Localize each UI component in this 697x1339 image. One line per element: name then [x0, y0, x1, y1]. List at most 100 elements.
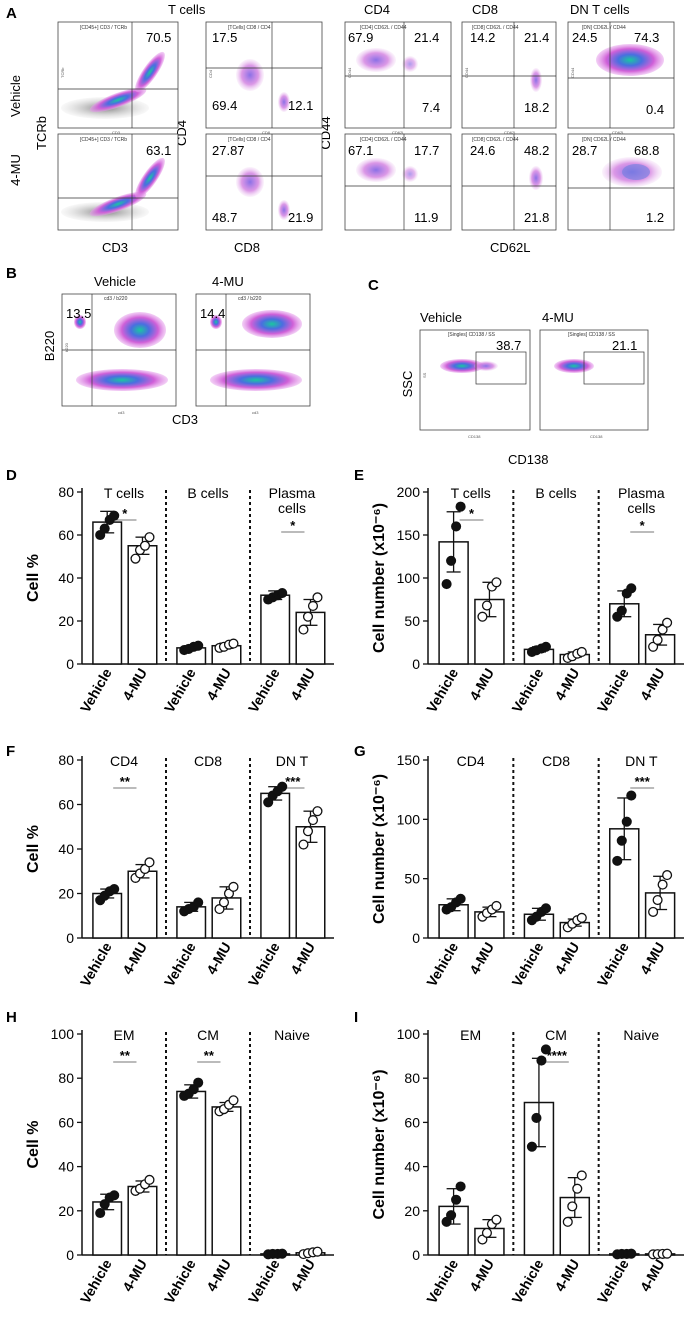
bar [92, 1201, 123, 1256]
group-label: EM [460, 1027, 481, 1043]
svg-text:18.2: 18.2 [524, 100, 549, 115]
y-tick-label: 200 [397, 484, 421, 500]
flow-plot-b-vehicle: cd3 / b220 cd3 b220 13.5 [61, 293, 177, 415]
group-label: cells [627, 500, 655, 516]
y-tick-label: 0 [412, 930, 420, 946]
y-tick-label: 60 [58, 1114, 74, 1130]
x-tick-label: Vehicle [509, 939, 547, 989]
panel-a-xlabel-cd3: CD3 [102, 240, 128, 255]
svg-text:b220: b220 [64, 342, 69, 352]
x-tick-label: 4-MU [637, 666, 668, 704]
x-tick-label: Vehicle [594, 665, 632, 715]
group-label: DN T [625, 753, 658, 769]
bar [92, 521, 123, 665]
y-axis-label: Cell % [25, 825, 42, 873]
panel-a-row-label-4mu: 4-MU [8, 154, 23, 186]
y-tick-label: 0 [66, 930, 74, 946]
data-point [612, 855, 623, 866]
data-point [648, 906, 659, 917]
data-point [312, 592, 323, 603]
flow-plot-a-cd3-tcrb-4mu: [CD45+] CD3 / TCRb 63.1 [57, 133, 179, 231]
flow-plot-a-cd8-cd62l-vehicle: [CD8] CD62L / CD44 CD62L CD44 14.2 21.4 … [461, 21, 557, 135]
svg-text:SS: SS [422, 372, 427, 378]
svg-text:[TCells] CD8 / CD4: [TCells] CD8 / CD4 [228, 137, 271, 143]
svg-text:21.9: 21.9 [288, 210, 313, 225]
data-point [307, 815, 319, 826]
x-tick-label: Vehicle [509, 1256, 547, 1306]
svg-text:21.8: 21.8 [524, 210, 549, 225]
y-tick-label: 40 [58, 841, 74, 857]
svg-text:67.9: 67.9 [348, 30, 373, 45]
y-tick-label: 150 [397, 752, 421, 768]
bar [127, 545, 158, 665]
panel-letter-i: I [354, 1009, 358, 1026]
svg-text:63.1: 63.1 [146, 143, 171, 158]
bar [127, 870, 158, 939]
panel-b-title-4mu: 4-MU [212, 274, 244, 289]
bar [211, 1106, 242, 1256]
y-tick-label: 20 [58, 886, 74, 902]
panel-letter-d: D [6, 467, 17, 484]
y-tick-label: 0 [66, 656, 74, 672]
group-label: cells [278, 500, 306, 516]
y-tick-label: 80 [58, 752, 74, 768]
significance-stars: * [640, 518, 646, 533]
svg-text:69.4: 69.4 [212, 98, 237, 113]
y-tick-label: 100 [397, 570, 421, 586]
flow-plot-a-dn-cd62l-vehicle: [DN] CD62L / CD44 CD62L CD44 24.5 74.3 0… [567, 21, 675, 135]
y-tick-label: 0 [412, 656, 420, 672]
data-point [228, 1095, 239, 1106]
data-point [228, 638, 239, 649]
svg-text:28.7: 28.7 [572, 143, 597, 158]
svg-text:[CD4] CD62L / CD44: [CD4] CD62L / CD44 [360, 25, 407, 31]
x-tick-label: 4-MU [466, 666, 497, 704]
x-tick-label: Vehicle [77, 939, 115, 989]
svg-text:13.5: 13.5 [66, 306, 91, 321]
data-point [576, 646, 587, 658]
x-tick-label: 4-MU [119, 666, 150, 704]
svg-text:1.2: 1.2 [646, 210, 664, 225]
svg-text:[CD8] CD62L / CD44: [CD8] CD62L / CD44 [472, 137, 519, 143]
data-point [298, 839, 309, 850]
y-tick-label: 100 [397, 1026, 421, 1042]
panel-letter-a: A [6, 5, 17, 22]
group-label: T cells [104, 485, 144, 501]
bar [295, 826, 326, 939]
data-point [455, 501, 466, 512]
data-point [144, 1174, 155, 1185]
x-tick-label: Vehicle [77, 665, 115, 715]
data-point [626, 1248, 637, 1259]
svg-text:74.3: 74.3 [634, 30, 659, 45]
group-label: Plasma [269, 485, 316, 501]
panel-a-ylabel-tcrb: TCRb [34, 116, 49, 150]
x-tick-label: Vehicle [594, 939, 632, 989]
data-point [648, 641, 659, 652]
bar [260, 792, 291, 939]
flow-plot-a-cd8-cd62l-4mu: [CD8] CD62L / CD44 24.6 48.2 21.8 [461, 133, 557, 231]
x-tick-label: Vehicle [245, 1256, 283, 1306]
data-point [277, 1248, 288, 1259]
x-tick-label: 4-MU [203, 666, 234, 704]
svg-text:CD44: CD44 [570, 67, 575, 78]
svg-text:17.5: 17.5 [212, 30, 237, 45]
y-axis-label: Cell number (x10⁻⁶) [371, 1069, 388, 1219]
data-point [481, 1227, 492, 1238]
svg-text:[CD45+] CD3 / TCRb: [CD45+] CD3 / TCRb [80, 25, 127, 31]
x-tick-label: 4-MU [287, 1257, 318, 1295]
data-point [193, 640, 204, 651]
group-label: CD8 [542, 753, 570, 769]
svg-text:[TCells] CD8 / CD4: [TCells] CD8 / CD4 [228, 25, 271, 31]
svg-text:27.87: 27.87 [212, 143, 245, 158]
x-tick-label: Vehicle [77, 1256, 115, 1306]
svg-text:[Singles] CD138 / SS: [Singles] CD138 / SS [568, 332, 616, 338]
y-tick-label: 60 [58, 527, 74, 543]
panel-c-title-4mu: 4-MU [542, 310, 574, 325]
svg-text:CD44: CD44 [347, 67, 352, 78]
svg-text:cd3 / b220: cd3 / b220 [238, 296, 262, 302]
bar [127, 1185, 158, 1256]
data-point [451, 521, 462, 532]
data-point [481, 600, 492, 611]
y-tick-label: 20 [404, 1203, 420, 1219]
svg-text:CD4: CD4 [208, 69, 213, 78]
